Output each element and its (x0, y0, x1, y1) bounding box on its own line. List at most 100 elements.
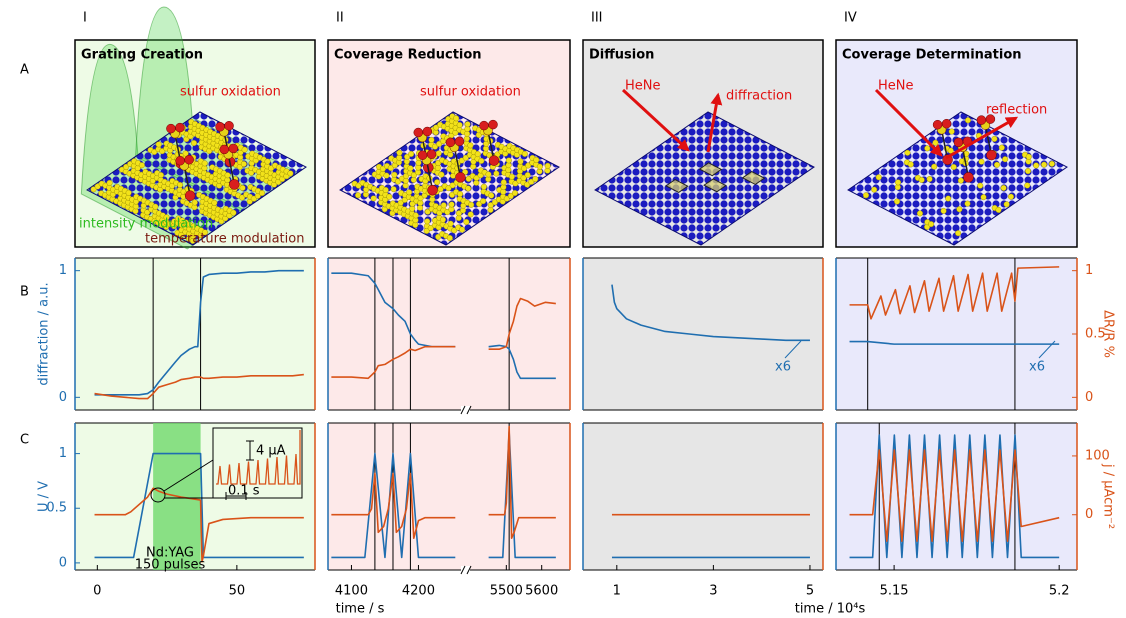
y2-tick-label: 0.5 (1085, 327, 1106, 342)
annotation: 4 µA (256, 444, 286, 459)
sulfur-atom (895, 179, 902, 186)
molecule-atom (963, 172, 974, 183)
sulfur-atom (993, 161, 1000, 168)
x-tick-label: 5600 (525, 584, 558, 599)
molecule-atom (488, 119, 498, 130)
sulfur-atom (524, 172, 531, 179)
sulfur-atom (410, 172, 417, 179)
illustration-label: temperature modulation (145, 232, 304, 247)
series-line (849, 449, 1060, 542)
sulfur-atom (177, 181, 184, 188)
sulfur-atom (525, 162, 532, 169)
sulfur-atom (449, 182, 456, 189)
sulfur-atom (875, 174, 882, 181)
y2-axis-title: j / µAcm⁻² (1101, 463, 1116, 529)
sulfur-atom (1025, 153, 1032, 160)
sulfur-atom (945, 195, 952, 202)
y-axis-title: U / V (37, 481, 52, 512)
molecule-atom (184, 190, 196, 201)
sulfur-atom (406, 189, 413, 196)
column-label: IV (844, 11, 857, 26)
sulfur-atom (445, 185, 452, 192)
x-tick-label: 4100 (335, 584, 368, 599)
sulfur-atom (507, 192, 514, 199)
grating-patch (741, 170, 766, 185)
sulfur-atom (465, 175, 472, 182)
sulfur-atom (191, 199, 198, 206)
molecule-atom (445, 137, 456, 148)
x-tick-label: 5.15 (880, 584, 909, 599)
sulfur-atom (435, 160, 442, 167)
molecule-atom (175, 122, 185, 133)
sulfur-atom (512, 180, 519, 187)
x-axis-title: time / 10⁴s (795, 602, 866, 617)
illustration-label: HeNe (878, 79, 914, 94)
sulfur-atom (447, 220, 454, 227)
sulfur-atom (182, 150, 189, 157)
sulfur-atom (940, 207, 947, 214)
sulfur-atom (264, 158, 271, 165)
x-tick-label: 5 (806, 584, 814, 599)
sulfur-atom (444, 209, 451, 216)
panel-title: Coverage Determination (842, 48, 1022, 63)
sulfur-atom (931, 163, 938, 170)
sulfur-atom (412, 212, 419, 219)
sulfur-atom (457, 191, 464, 198)
sulfur-atom (980, 194, 987, 201)
x-tick-label: 5500 (490, 584, 523, 599)
sulfur-atom (995, 206, 1002, 213)
sulfur-atom (904, 149, 911, 156)
laser-arrow (874, 88, 943, 157)
plot-background (328, 423, 570, 570)
sulfur-atom (433, 124, 440, 131)
sulfur-atom (485, 171, 492, 178)
molecule-atom (229, 179, 240, 190)
y2-tick-label: 100 (1085, 448, 1110, 463)
row-label: C (20, 433, 29, 448)
sulfur-atom (424, 208, 431, 215)
sulfur-atom (991, 135, 998, 142)
sulfur-atom (239, 194, 246, 201)
sulfur-atom (1002, 156, 1009, 163)
sulfur-atom (434, 179, 441, 186)
sulfur-atom (250, 195, 257, 202)
molecule-atom (454, 136, 465, 147)
sulfur-atom (508, 173, 515, 180)
sulfur-atom (394, 178, 401, 185)
plot-background (75, 258, 315, 410)
sulfur-atom (1048, 160, 1055, 167)
sulfur-atom (428, 136, 435, 143)
annotation: Nd:YAG (146, 546, 194, 561)
sulfur-atom (201, 160, 208, 167)
molecule-atom (413, 127, 424, 138)
sulfur-atom (480, 183, 487, 190)
sulfur-atom (138, 162, 145, 169)
sulfur-atom (439, 216, 446, 223)
molecule-atom (941, 118, 952, 129)
sulfur-atom (386, 193, 393, 200)
series-line (331, 452, 456, 559)
annotation: 150 pulses (135, 558, 206, 573)
sulfur-atom (948, 128, 955, 135)
sulfur-atom (382, 186, 389, 193)
panel-title: Coverage Reduction (334, 48, 482, 63)
illustration-label: HeNe (625, 79, 661, 94)
x-tick-label: 4200 (402, 584, 435, 599)
sulfur-atom (391, 171, 398, 178)
sulfur-atom (239, 184, 246, 191)
plot-background (836, 423, 1077, 570)
sulfur-atom (440, 202, 447, 209)
sulfur-atom (978, 158, 985, 165)
y-tick-label: 0.5 (46, 501, 67, 516)
series-line (849, 266, 1060, 320)
x-axis-title: time / s (336, 602, 385, 617)
plot-background (328, 258, 570, 410)
sulfur-atom (155, 141, 162, 148)
grating-patch (665, 179, 689, 194)
molecule-atom (215, 122, 225, 132)
scale-bar (225, 440, 254, 500)
molecule-atom (479, 120, 489, 131)
sulfur-atom (287, 170, 294, 177)
molecule-atom (427, 184, 438, 196)
